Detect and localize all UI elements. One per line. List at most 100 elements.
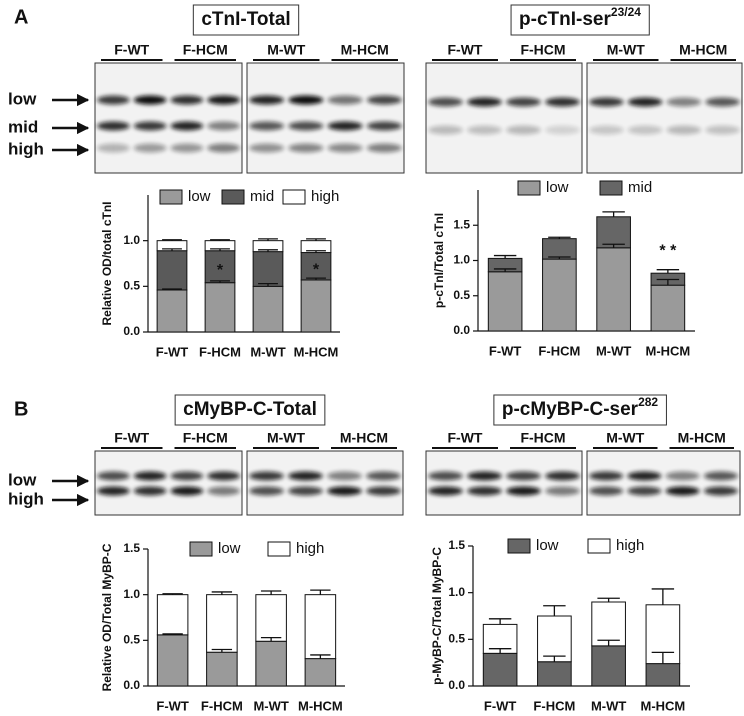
bar-segment <box>596 216 631 249</box>
bar-segment <box>255 640 287 687</box>
bar-segment <box>304 594 337 660</box>
title-box <box>510 4 650 36</box>
blot-title: p-cMyBP-C-ser282 <box>502 395 659 420</box>
blot-band <box>506 471 541 481</box>
blot-band <box>428 125 463 135</box>
error-bar <box>258 249 278 252</box>
y-tick-label: 0.5 <box>448 632 465 646</box>
blot-band <box>703 486 738 496</box>
blot-image <box>94 450 243 516</box>
group-label: M-HCM <box>341 42 389 58</box>
error-bar <box>548 256 571 260</box>
x-tick-label: M-HCM <box>294 344 339 359</box>
blot-band <box>97 143 130 153</box>
bar-segment <box>591 645 626 687</box>
error-bar <box>258 282 278 287</box>
error-bar <box>210 280 230 283</box>
blot-band <box>366 143 402 153</box>
error-bar <box>162 633 183 635</box>
group-label: F-WT <box>114 430 149 446</box>
bar-segment <box>156 594 189 636</box>
legend-label: low <box>546 179 569 196</box>
blot-band <box>665 471 700 481</box>
blot-band <box>327 143 363 153</box>
blot-band <box>545 471 580 481</box>
blot-band <box>366 95 402 105</box>
blot-band <box>133 486 167 496</box>
bar-segment <box>487 271 523 332</box>
blot-image <box>246 450 404 516</box>
blot-title: cMyBP-C-Total <box>183 399 317 420</box>
blot-band <box>627 486 662 496</box>
x-tick-label: M-WT <box>596 343 631 358</box>
group-label: M-WT <box>607 42 646 58</box>
legend-label: high <box>296 540 324 557</box>
group-label: F-HCM <box>520 430 565 446</box>
band-label: high <box>8 139 44 158</box>
legend-label: mid <box>628 179 652 196</box>
error-bar <box>306 238 326 241</box>
blot-band <box>627 125 663 135</box>
group-label: M-HCM <box>678 430 726 446</box>
group-label: M-WT <box>267 430 306 446</box>
error-bar <box>602 243 625 248</box>
blot-band <box>133 121 167 131</box>
blot-image <box>94 62 243 174</box>
blot-band <box>170 486 204 496</box>
error-bar <box>651 651 675 664</box>
x-tick-label: M-HCM <box>640 698 685 713</box>
bar-segment <box>304 658 337 687</box>
bar-segment <box>596 247 631 332</box>
blot-band <box>207 95 240 105</box>
error-bar <box>210 248 230 251</box>
blot-band <box>589 471 624 481</box>
blot-band <box>506 486 541 496</box>
legend-swatch <box>221 189 245 205</box>
blot-band <box>249 95 285 105</box>
bar-segment <box>156 250 188 291</box>
blot-title: p-cTnI-ser23/24 <box>519 5 641 30</box>
y-tick-label: 0.0 <box>123 678 140 692</box>
legend-swatch <box>517 180 541 196</box>
y-axis-label: p-cTnI/Total cTnI <box>432 213 446 308</box>
blot-band <box>133 471 167 481</box>
title-box <box>192 4 300 36</box>
error-bar <box>162 239 182 241</box>
group-label: M-HCM <box>679 42 727 58</box>
y-tick-label: 1.0 <box>123 587 140 601</box>
legend-swatch <box>267 541 291 557</box>
group-label: F-WT <box>114 42 149 58</box>
error-bar <box>543 655 566 662</box>
blot-band <box>366 486 401 496</box>
blot-band <box>170 121 204 131</box>
blot-band <box>288 486 323 496</box>
panel-label: A <box>14 6 28 28</box>
error-bar <box>656 278 680 286</box>
blot-title: cTnI-Total <box>201 9 290 30</box>
legend-label: mid <box>250 188 274 205</box>
blot-band <box>545 486 580 496</box>
panel-label: B <box>14 398 28 420</box>
y-tick-label: 0.5 <box>123 279 140 293</box>
bar-segment <box>591 601 626 647</box>
x-tick-label: M-WT <box>250 344 285 359</box>
blot-band <box>97 121 130 131</box>
error-bar <box>162 288 182 290</box>
blot-band <box>545 125 580 135</box>
error-bar <box>306 250 326 253</box>
blot-band <box>627 97 663 107</box>
bar-segment <box>300 279 332 333</box>
legend-label: low <box>188 188 211 205</box>
group-label: F-WT <box>448 430 483 446</box>
blot-band <box>467 486 502 496</box>
bar-segment <box>537 615 572 663</box>
error-bar <box>493 254 517 259</box>
error-bar <box>258 238 278 241</box>
bar-segment <box>156 289 188 333</box>
bar-segment <box>482 652 518 687</box>
blot-band <box>249 486 284 496</box>
error-bar <box>260 590 282 595</box>
blot-band <box>207 121 240 131</box>
blot-band <box>467 471 502 481</box>
bar-segment <box>204 282 236 333</box>
